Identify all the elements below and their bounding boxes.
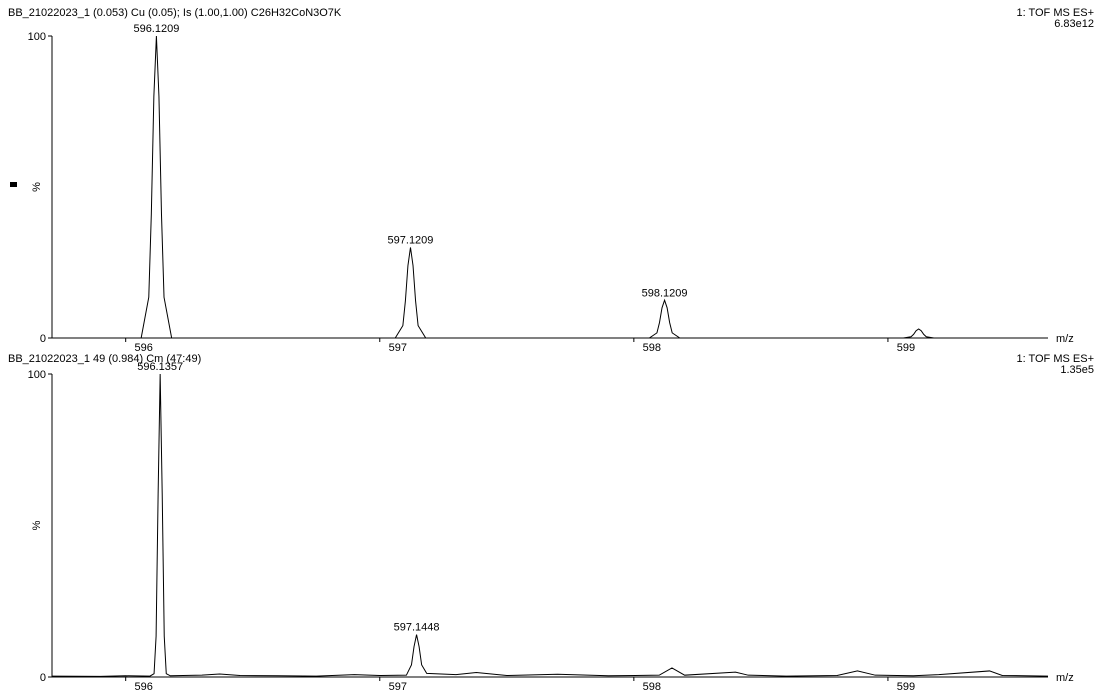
marker <box>10 182 17 187</box>
peak-label: 596.1209 <box>133 23 179 35</box>
x-tick-label: 596 <box>135 342 153 354</box>
peak-label: 597.1448 <box>394 622 440 634</box>
y-axis-label: % <box>31 520 43 530</box>
spectrum-line <box>51 373 1049 677</box>
panel-title: BB_21022023_1 (0.053) Cu (0.05); Is (1.0… <box>8 7 342 19</box>
x-tick-label: 597 <box>389 342 407 354</box>
peak-label: 598.1209 <box>642 287 688 299</box>
peak-label: 597.1209 <box>388 234 434 246</box>
x-tick-label: 597 <box>389 681 407 691</box>
intensity: 1.35e5 <box>1060 364 1094 376</box>
y-tick-label: 100 <box>28 31 46 43</box>
intensity: 6.83e12 <box>1054 18 1094 30</box>
x-tick-label: 598 <box>643 681 661 691</box>
y-tick-label: 0 <box>40 333 46 345</box>
instrument: 1: TOF MS ES+ <box>1016 353 1094 365</box>
y-axis-label: % <box>31 182 43 192</box>
instrument: 1: TOF MS ES+ <box>1016 7 1094 19</box>
panel-title: BB_21022023_1 49 (0.984) Cm (47:49) <box>8 353 201 365</box>
y-tick-label: 0 <box>40 672 46 684</box>
spectrum-line <box>52 35 1048 339</box>
x-tick-label: 599 <box>897 681 915 691</box>
x-axis-label: m/z <box>1056 672 1074 684</box>
peak-label: 596.1357 <box>137 361 183 373</box>
x-tick-label: 599 <box>897 342 915 354</box>
x-tick-label: 596 <box>135 681 153 691</box>
x-axis-label: m/z <box>1056 333 1074 345</box>
y-tick-label: 100 <box>28 369 46 381</box>
x-tick-label: 598 <box>643 342 661 354</box>
